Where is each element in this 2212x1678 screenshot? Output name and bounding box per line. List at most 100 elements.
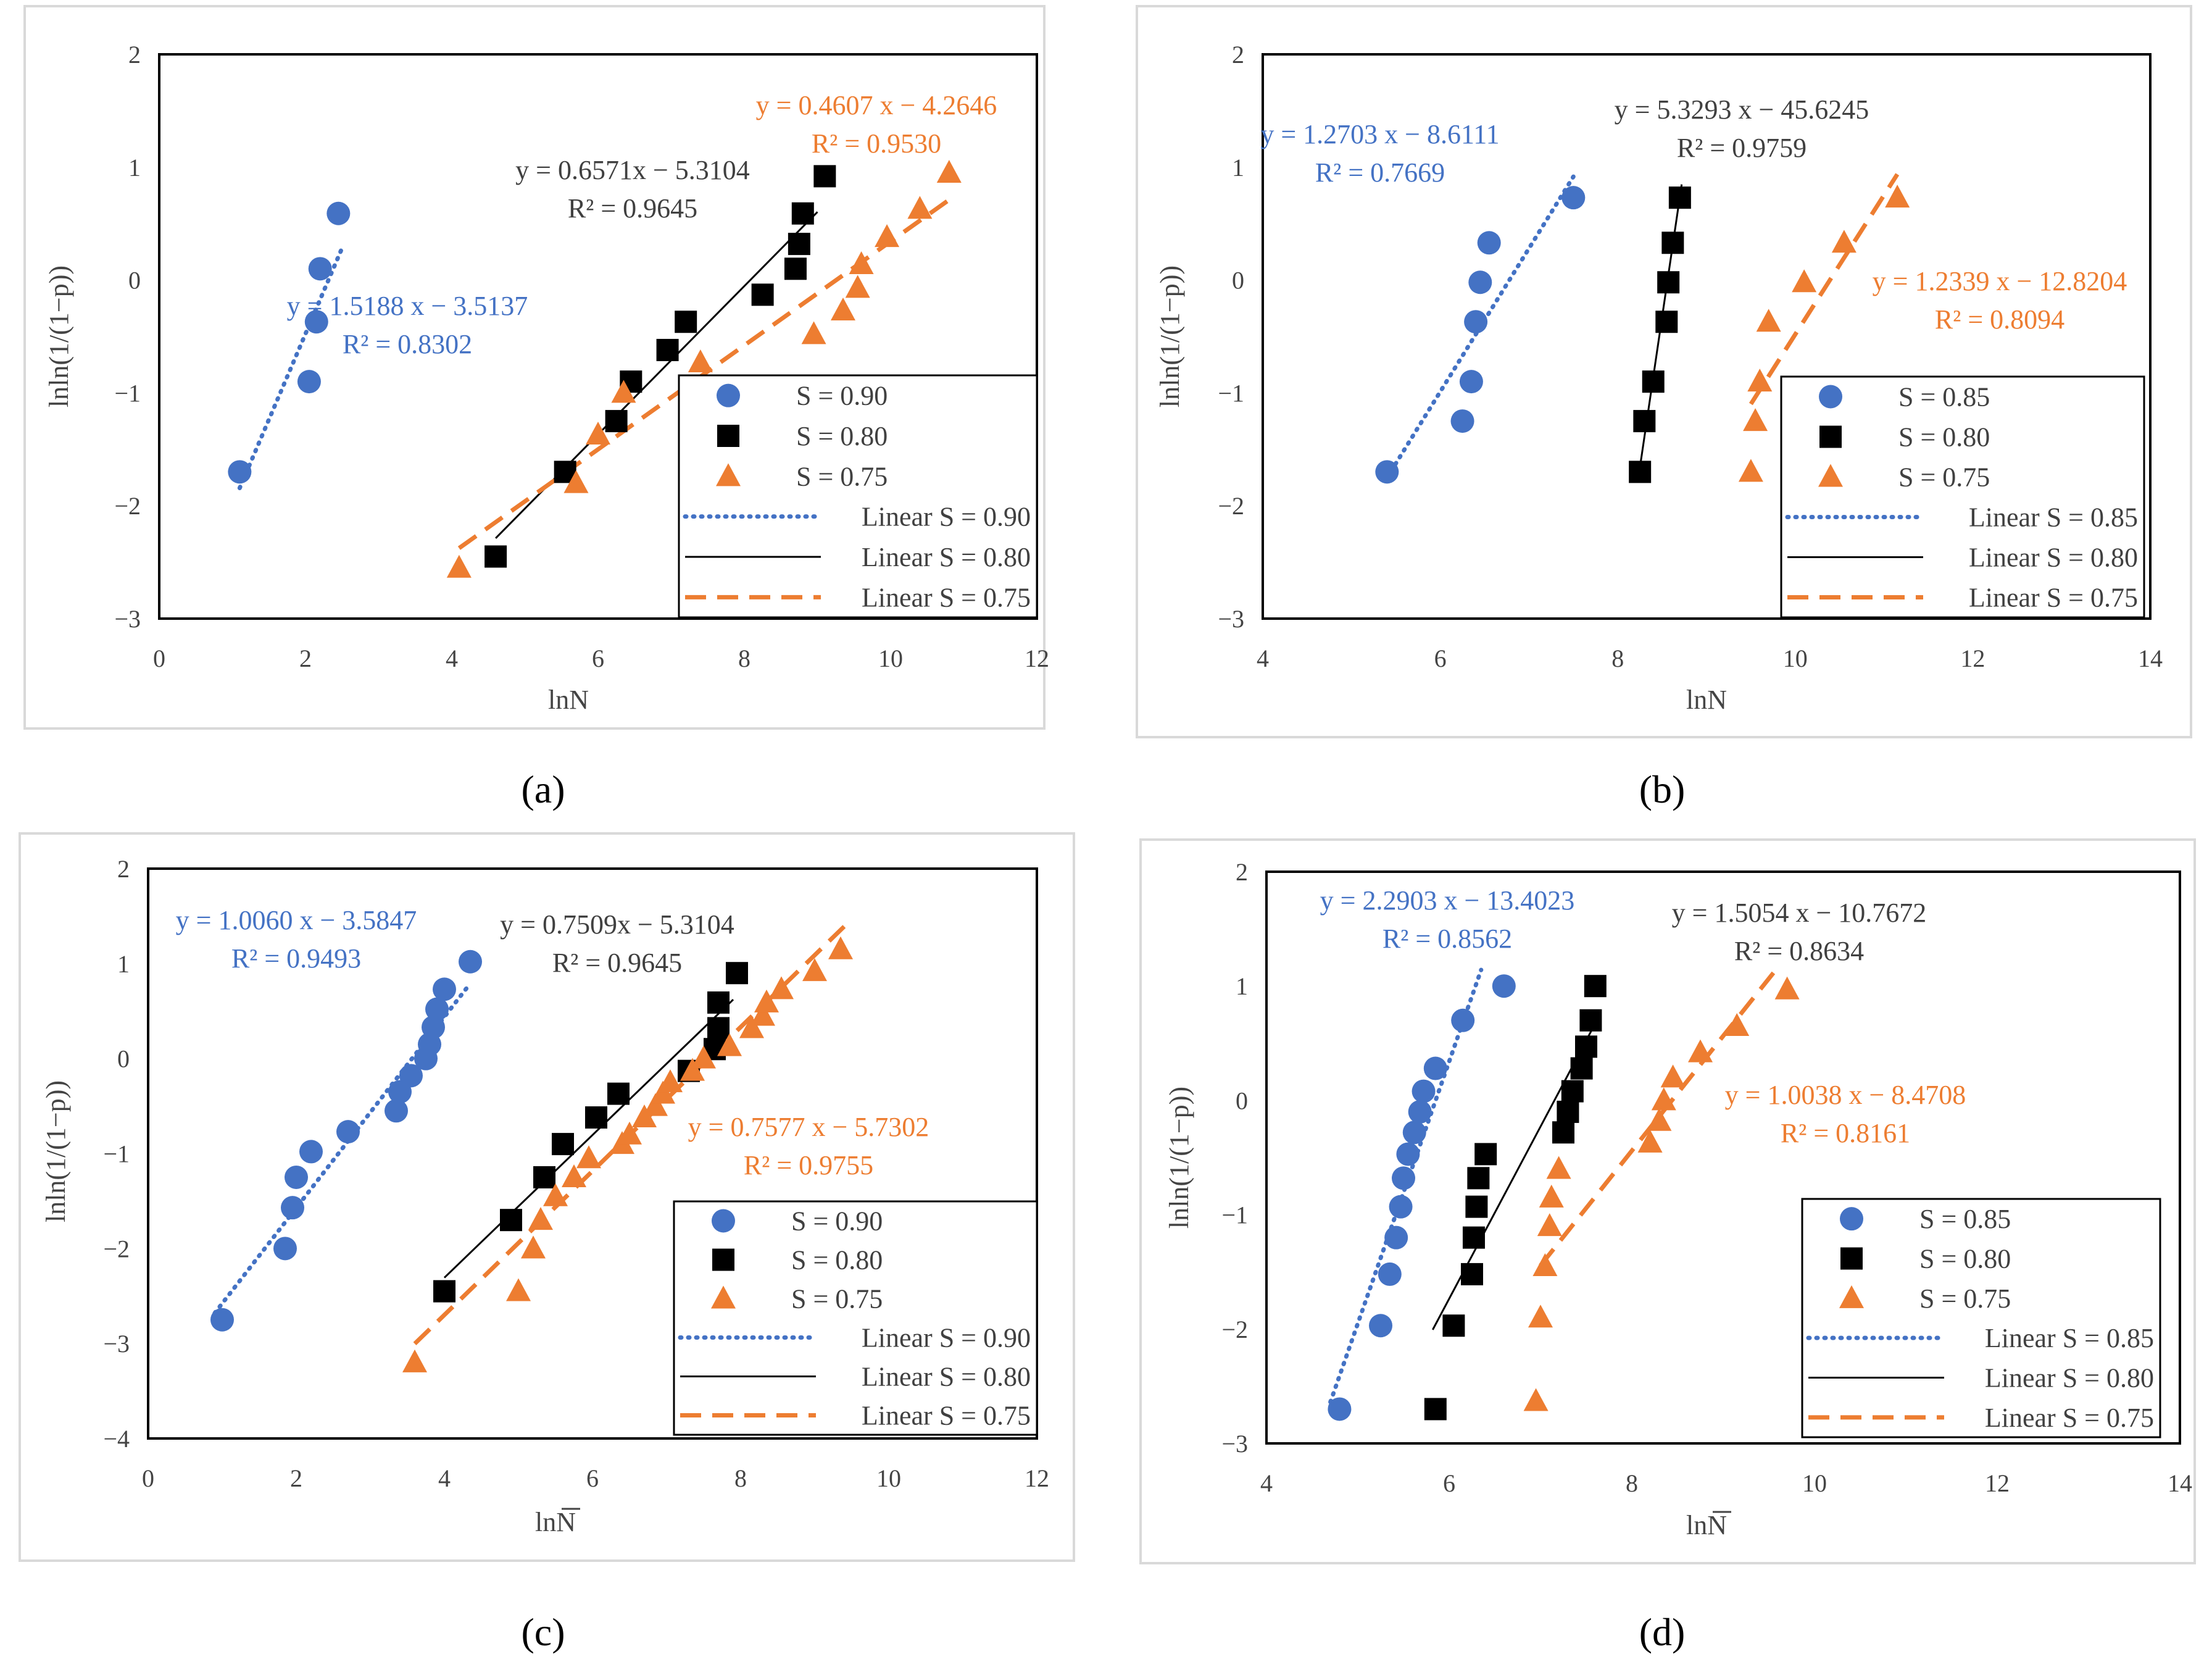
data-point-square — [533, 1166, 555, 1188]
x-axis-label: lnN — [1686, 1510, 1727, 1540]
data-point-square — [433, 1280, 455, 1303]
y-tick-label: −1 — [114, 379, 141, 407]
data-point-square — [484, 545, 507, 568]
x-tick-label: 4 — [446, 645, 458, 672]
x-tick-label: 8 — [1611, 645, 1624, 672]
legend-box — [673, 1200, 1038, 1436]
data-point-circle — [1464, 310, 1488, 334]
fit-equation: y = 0.4607 x − 4.2646 — [756, 90, 997, 120]
data-point-circle — [299, 1140, 323, 1164]
data-point-square — [605, 410, 628, 433]
data-point-triangle — [691, 1045, 716, 1069]
y-tick-label: 1 — [1232, 154, 1244, 182]
data-point-square — [1661, 232, 1684, 254]
data-point-triangle — [1532, 1253, 1558, 1276]
data-point-square — [1629, 461, 1652, 483]
data-point-square — [1642, 370, 1665, 393]
x-tick-label: 12 — [1025, 1464, 1049, 1492]
legend: S = 0.85 S = 0.80 S = 0.75 Linear S = 0.85 L… — [1780, 375, 2145, 619]
x-tick-label: 6 — [586, 1464, 599, 1492]
legend-marker-triangle — [1839, 1285, 1864, 1308]
data-point-triangle — [1885, 185, 1910, 208]
data-point-triangle — [1688, 1039, 1713, 1062]
data-point-circle — [281, 1196, 304, 1220]
data-point-square — [1557, 1100, 1579, 1123]
r-squared-label: R² = 0.8302 — [343, 329, 472, 359]
data-point-circle — [1492, 974, 1516, 998]
data-point-circle — [1384, 1225, 1408, 1250]
data-point-triangle — [688, 349, 713, 373]
legend-marker-circle — [1840, 1207, 1863, 1231]
fit-equation: y = 1.2339 x − 12.8204 — [1873, 266, 2127, 296]
x-tick-label: 4 — [438, 1464, 451, 1492]
legend-label: Linear S = 0.75 — [862, 1401, 1031, 1431]
data-point-square — [656, 338, 679, 361]
y-tick-label: 1 — [1236, 972, 1248, 1000]
data-point-square — [1570, 1057, 1593, 1080]
y-tick-label: 0 — [128, 267, 141, 294]
data-point-circle — [326, 201, 351, 225]
data-point-circle — [210, 1308, 234, 1332]
fit-equation: y = 1.5054 x − 10.7672 — [1672, 898, 1927, 928]
legend-label: Linear S = 0.85 — [1969, 503, 2138, 533]
data-point-circle — [1423, 1056, 1447, 1080]
legend-marker-square — [1819, 425, 1842, 448]
legend-label: S = 0.75 — [1898, 462, 1990, 493]
data-point-square — [707, 1017, 730, 1040]
y-tick-label: 1 — [117, 950, 130, 978]
legend-label: S = 0.90 — [791, 1206, 883, 1237]
data-point-triangle — [1747, 369, 1773, 392]
x-tick-label: 0 — [153, 645, 165, 672]
legend-label: Linear S = 0.80 — [862, 542, 1031, 572]
data-point-square — [791, 202, 814, 225]
legend-box — [1801, 1198, 2161, 1438]
data-point-triangle — [849, 251, 874, 275]
data-point-triangle — [1523, 1388, 1549, 1411]
y-tick-label: −1 — [1221, 1201, 1248, 1229]
plot-area — [158, 53, 1038, 620]
data-point-triangle — [1792, 269, 1817, 293]
data-point-square — [675, 311, 697, 333]
plot-area — [1265, 870, 2181, 1445]
y-axis-label: lnln(1/(1−p)) — [1155, 265, 1185, 407]
data-point-square — [784, 257, 807, 280]
data-point-square — [788, 233, 810, 256]
data-point-triangle — [1537, 1213, 1562, 1237]
data-point-circle — [1408, 1100, 1432, 1124]
fit-equation: y = 1.0038 x − 8.4708 — [1725, 1080, 1966, 1110]
data-point-triangle — [936, 159, 962, 183]
x-tick-label: 8 — [734, 1464, 747, 1492]
legend-box — [678, 374, 1038, 619]
data-point-circle — [304, 310, 328, 334]
data-point-square — [1655, 311, 1678, 333]
data-point-triangle — [1647, 1108, 1672, 1131]
data-point-circle — [459, 950, 482, 974]
data-point-circle — [297, 370, 321, 394]
y-tick-label: 1 — [128, 154, 141, 182]
y-tick-label: −3 — [103, 1330, 130, 1358]
fit-equation: y = 0.6571x − 5.3104 — [515, 155, 750, 185]
y-tick-label: 0 — [1232, 267, 1244, 294]
y-tick-label: −3 — [114, 605, 141, 633]
data-point-triangle — [528, 1207, 553, 1230]
legend-marker-triangle — [716, 463, 741, 486]
legend-label: Linear S = 0.85 — [1985, 1323, 2154, 1353]
data-point-triangle — [1651, 1087, 1676, 1111]
data-point-circle — [1389, 1195, 1413, 1219]
data-point-square — [813, 165, 836, 188]
data-point-triangle — [1539, 1184, 1564, 1208]
x-tick-label: 12 — [1985, 1469, 2010, 1497]
data-point-circle — [1328, 1397, 1352, 1421]
data-point-triangle — [658, 1069, 683, 1093]
legend-label: S = 0.80 — [796, 421, 888, 451]
data-point-triangle — [562, 1164, 586, 1187]
legend-label: Linear S = 0.75 — [1985, 1403, 2154, 1433]
data-point-triangle — [1724, 1013, 1750, 1037]
data-point-square — [1465, 1195, 1488, 1218]
data-point-square — [1668, 186, 1691, 209]
data-point-triangle — [1637, 1129, 1663, 1153]
data-point-circle — [399, 1064, 423, 1088]
